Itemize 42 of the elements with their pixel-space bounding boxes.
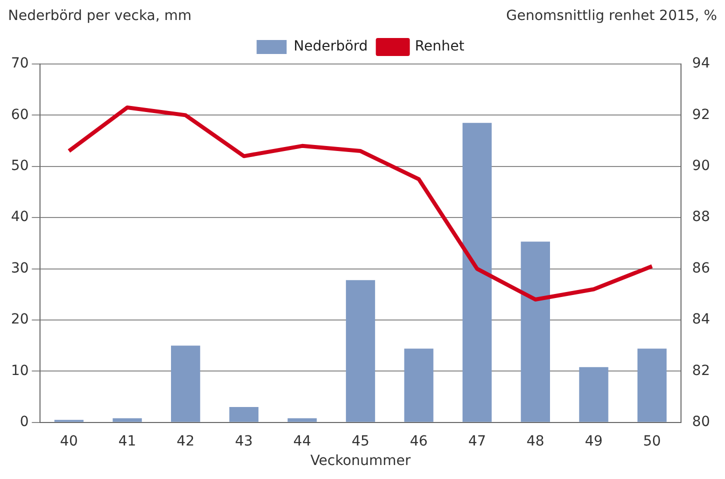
bar xyxy=(229,407,258,422)
y2-tick-label: 84 xyxy=(692,312,710,328)
bar xyxy=(171,346,200,422)
y2-tick-label: 82 xyxy=(692,362,710,379)
bar xyxy=(579,367,608,422)
x-tick-label: 48 xyxy=(526,433,544,450)
x-tick-label: 43 xyxy=(234,433,253,450)
y-tick-label: 30 xyxy=(10,260,29,276)
legend-label: Nederbörd xyxy=(294,38,368,55)
x-tick-label: 45 xyxy=(352,433,370,450)
y2-tick-label: 88 xyxy=(692,209,710,226)
y-tick-label: 10 xyxy=(10,362,29,379)
y2-tick-label: 90 xyxy=(692,158,710,174)
bar xyxy=(112,418,142,422)
x-tick-label: 50 xyxy=(643,433,661,450)
y-tick-label: 60 xyxy=(10,106,29,123)
legend-label: Renhet xyxy=(414,38,465,55)
y2-axis-title: Genomsnittlig renhet 2015, % xyxy=(506,8,717,26)
x-tick-label: 44 xyxy=(293,433,312,450)
bar xyxy=(462,122,492,422)
x-axis-title: Veckonummer xyxy=(310,453,411,470)
y2-tick-label: 94 xyxy=(692,56,710,72)
bar xyxy=(346,280,376,422)
bar xyxy=(404,348,434,422)
x-tick-label: 49 xyxy=(584,433,603,450)
x-tick-label: 42 xyxy=(176,433,194,450)
y-tick-label: 0 xyxy=(20,414,29,430)
y2-tick-label: 92 xyxy=(692,106,710,123)
bar xyxy=(637,348,667,422)
y2-tick-label: 80 xyxy=(692,414,710,430)
bar xyxy=(288,418,317,422)
y-tick-label: 70 xyxy=(10,56,29,72)
y-tick-label: 40 xyxy=(10,209,29,226)
x-tick-label: 40 xyxy=(60,433,78,450)
x-tick-label: 46 xyxy=(410,433,428,450)
y-tick-label: 20 xyxy=(10,312,29,328)
y2-tick-label: 86 xyxy=(692,260,710,276)
bar xyxy=(520,242,550,422)
y-tick-label: 50 xyxy=(10,158,29,174)
x-tick-label: 47 xyxy=(468,433,486,450)
x-tick-label: 41 xyxy=(118,433,136,450)
y-axis-title: Nederbörd per vecka, mm xyxy=(8,8,192,26)
